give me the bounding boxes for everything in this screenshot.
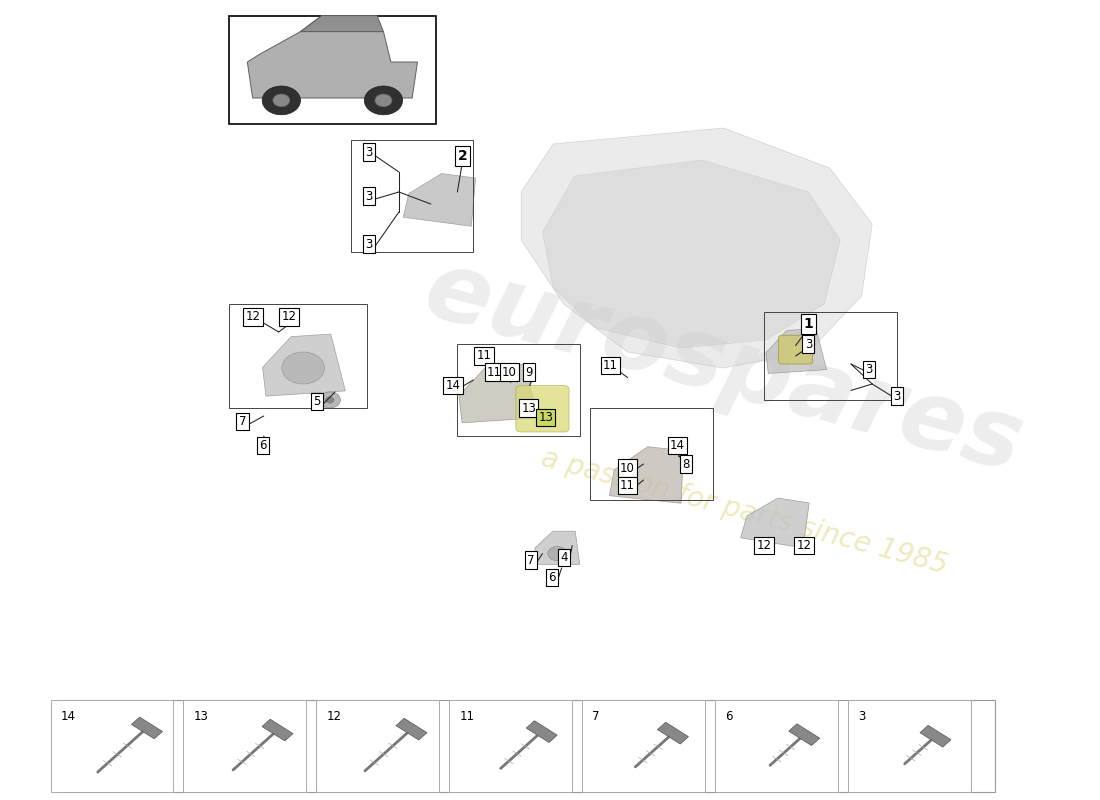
Text: 6: 6 xyxy=(258,439,266,452)
Bar xyxy=(351,140,473,252)
Text: 13: 13 xyxy=(194,710,208,722)
Circle shape xyxy=(326,397,334,403)
Circle shape xyxy=(319,392,340,408)
Text: 5: 5 xyxy=(314,395,321,408)
Bar xyxy=(229,304,367,408)
Text: 11: 11 xyxy=(620,479,635,492)
Text: 8: 8 xyxy=(682,458,690,470)
Bar xyxy=(848,700,970,792)
Polygon shape xyxy=(609,446,683,503)
Bar xyxy=(582,700,705,792)
Text: 11: 11 xyxy=(487,366,502,378)
Polygon shape xyxy=(396,718,427,740)
Circle shape xyxy=(273,94,290,107)
Polygon shape xyxy=(131,717,163,739)
Bar xyxy=(51,700,173,792)
Polygon shape xyxy=(740,498,810,548)
Bar xyxy=(458,344,580,436)
Text: eurospares: eurospares xyxy=(415,243,1033,493)
FancyBboxPatch shape xyxy=(516,386,569,432)
Text: 14: 14 xyxy=(446,379,461,392)
Text: 13: 13 xyxy=(538,411,553,424)
Text: 4: 4 xyxy=(560,551,568,564)
Bar xyxy=(763,312,896,400)
Text: 3: 3 xyxy=(365,146,373,158)
Text: 6: 6 xyxy=(725,710,733,722)
Polygon shape xyxy=(658,722,689,744)
Polygon shape xyxy=(920,726,951,747)
Circle shape xyxy=(282,352,324,384)
Text: 11: 11 xyxy=(476,350,492,362)
Bar xyxy=(317,700,439,792)
Text: 12: 12 xyxy=(796,539,812,552)
Text: 9: 9 xyxy=(525,366,532,378)
Text: 1: 1 xyxy=(803,317,813,331)
Polygon shape xyxy=(526,721,558,742)
Polygon shape xyxy=(263,334,345,396)
Polygon shape xyxy=(248,31,418,98)
Text: 12: 12 xyxy=(282,310,297,323)
Text: 7: 7 xyxy=(527,554,535,566)
Bar xyxy=(450,700,572,792)
Text: 7: 7 xyxy=(592,710,600,722)
Text: 11: 11 xyxy=(459,710,474,722)
Polygon shape xyxy=(542,160,840,348)
Text: 3: 3 xyxy=(858,710,866,722)
Bar xyxy=(229,16,436,124)
Text: 3: 3 xyxy=(866,363,872,376)
Circle shape xyxy=(364,86,403,115)
Polygon shape xyxy=(262,719,293,741)
Text: 12: 12 xyxy=(245,310,261,323)
Text: 14: 14 xyxy=(60,710,75,722)
Bar xyxy=(58,700,994,792)
Polygon shape xyxy=(459,364,538,423)
Text: 12: 12 xyxy=(756,539,771,552)
Polygon shape xyxy=(300,15,384,31)
Text: 10: 10 xyxy=(502,366,517,378)
Polygon shape xyxy=(535,531,580,565)
FancyBboxPatch shape xyxy=(779,335,813,364)
Text: 2: 2 xyxy=(458,149,468,163)
Text: 3: 3 xyxy=(365,190,373,202)
Circle shape xyxy=(548,546,566,561)
Text: 7: 7 xyxy=(239,415,246,428)
Bar xyxy=(184,700,306,792)
Text: 13: 13 xyxy=(521,402,536,414)
Bar xyxy=(715,700,837,792)
Text: 11: 11 xyxy=(603,359,618,372)
Text: 3: 3 xyxy=(893,390,901,402)
Text: 6: 6 xyxy=(548,571,556,584)
Text: 12: 12 xyxy=(327,710,341,722)
Polygon shape xyxy=(521,128,872,368)
Bar xyxy=(591,408,713,500)
Text: a passion for parts since 1985: a passion for parts since 1985 xyxy=(538,444,950,580)
Text: 3: 3 xyxy=(365,238,373,250)
Text: 14: 14 xyxy=(670,439,685,452)
Polygon shape xyxy=(404,174,475,226)
Polygon shape xyxy=(789,724,820,746)
Text: 10: 10 xyxy=(620,462,635,474)
Text: 3: 3 xyxy=(805,338,812,350)
Circle shape xyxy=(262,86,300,115)
Polygon shape xyxy=(766,329,826,374)
Circle shape xyxy=(375,94,392,107)
